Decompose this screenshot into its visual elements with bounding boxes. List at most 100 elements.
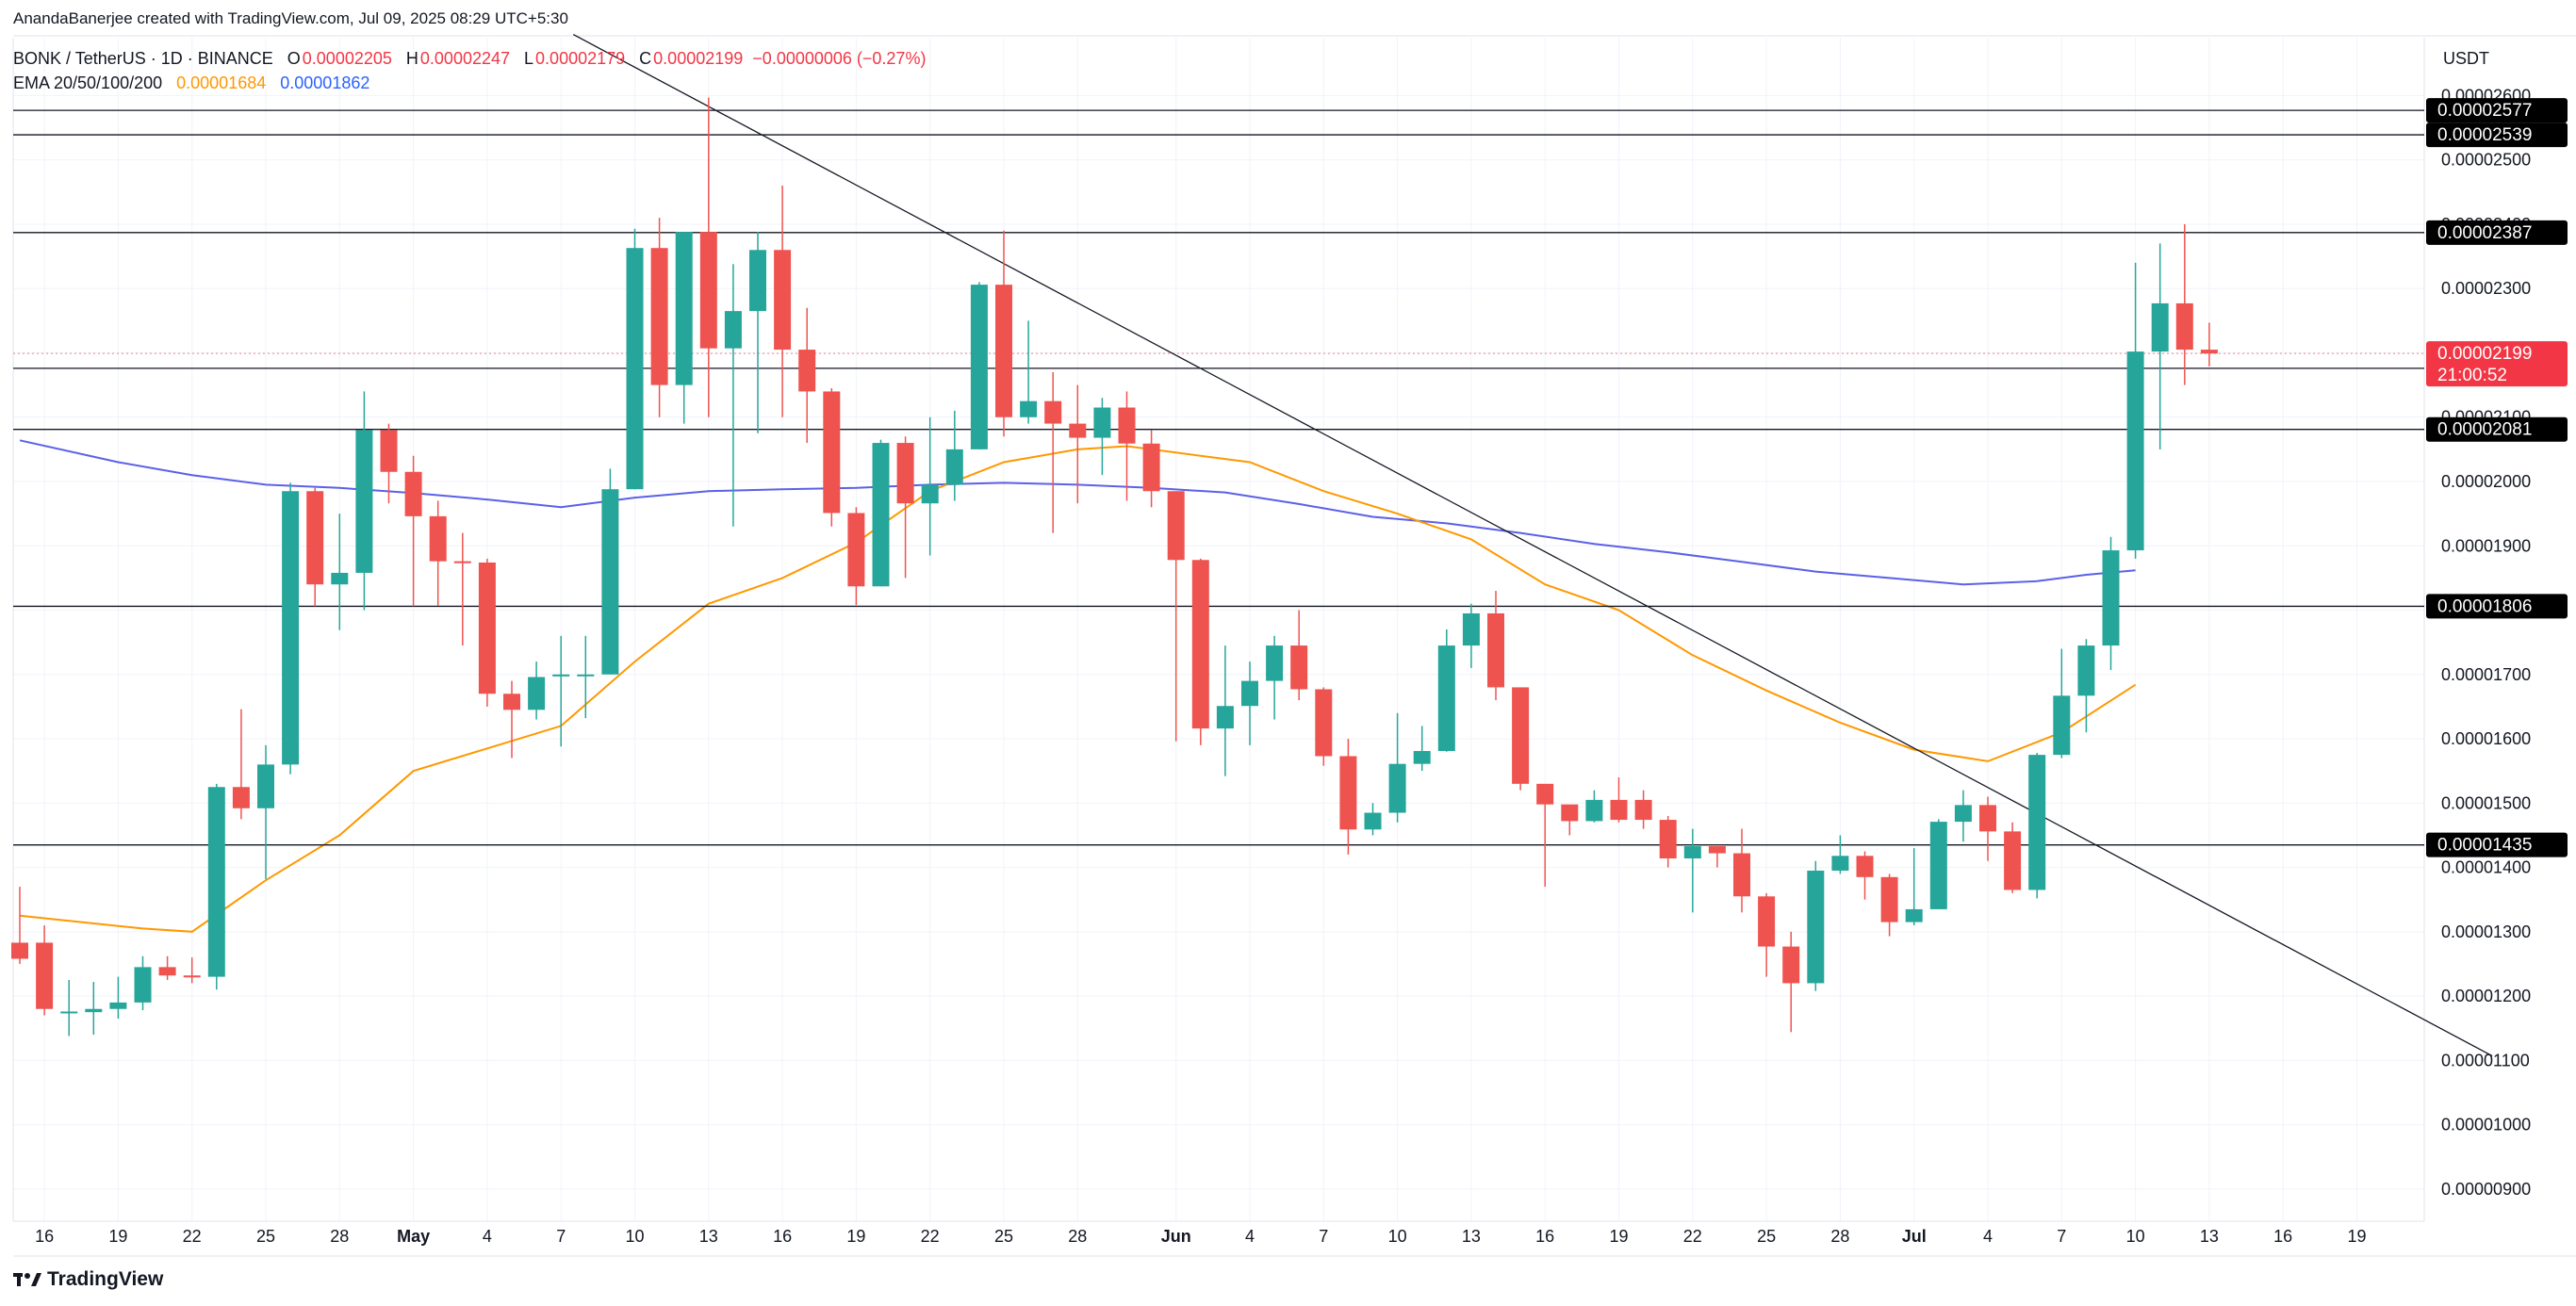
level-price-tag-text: 0.00002539 [2437,125,2532,145]
time-tick-label: 28 [330,1227,349,1246]
candle-body [134,967,152,1003]
candle-body [158,967,176,976]
candle-body [1487,612,1504,688]
candle-body [601,489,619,675]
level-price-tag-bg [2426,832,2568,857]
time-tick-label: 22 [921,1227,940,1246]
trend-line [572,34,2493,1057]
candle-body [1339,756,1357,830]
candle-body [1093,407,1111,438]
candle-body [921,484,939,504]
time-tick-label: 22 [1683,1227,1702,1246]
level-price-tag: 0.00002081 [2426,416,2568,442]
ema-label[interactable]: EMA 20/50/100/200 [13,73,163,92]
price-tick-label: 0.00001700 [2441,665,2531,684]
price-tick-label: 0.00002000 [2441,472,2531,491]
candle-body [1216,706,1234,729]
candle-body [36,942,54,1009]
candle-body [699,232,717,349]
candle-body [2126,351,2144,551]
time-tick-label: 25 [994,1227,1013,1246]
currency-label[interactable]: USDT [2443,49,2489,68]
time-tick-label: 13 [2200,1227,2219,1246]
level-price-tag: 0.00002539 [2426,122,2568,148]
candle-body [331,572,349,585]
time-tick-label: 16 [773,1227,792,1246]
candle-body [257,764,274,808]
low-value: 0.00002179 [535,49,626,68]
time-tick-label: 7 [2057,1227,2066,1246]
candle-body [1979,805,1996,832]
candle-body [650,248,668,385]
level-price-tag: 0.00002577 [2426,98,2568,123]
candle-body [1561,804,1579,822]
open-label: O [287,49,301,68]
time-tick-label: 25 [1757,1227,1776,1246]
symbol-name[interactable]: BONK / TetherUS · 1D · BINANCE [13,49,273,68]
time-tick-label: Jul [1902,1227,1927,1246]
bar-countdown: 21:00:52 [2437,366,2507,385]
ema-value-slow: 0.00001862 [280,73,370,92]
time-tick-label: Jun [1161,1227,1191,1246]
time-tick-label: 19 [846,1227,865,1246]
price-tick-label: 0.00002300 [2441,279,2531,298]
candle-body [1044,400,1062,424]
candle-body [183,975,201,978]
candle-body [478,563,496,694]
level-price-tag-bg [2426,122,2568,148]
candle-body [945,449,963,485]
price-tick-label: 0.00001100 [2441,1051,2530,1069]
candle-body [1388,763,1406,813]
candle-body [1290,645,1308,690]
candle-body [823,391,841,514]
time-tick-label: 7 [1319,1227,1328,1246]
candle-body [1167,491,1185,561]
candle-body [1437,645,1455,752]
candle-body [1118,407,1136,444]
candle-body [1266,645,1284,681]
time-tick-label: 16 [1535,1227,1554,1246]
candle-body [847,513,865,587]
candle-body [109,1002,127,1009]
candle-body [1831,856,1849,871]
time-tick-label: 4 [483,1227,492,1246]
candle-body [429,515,447,562]
tradingview-logo-icon [13,1273,41,1286]
candle-body [306,491,324,585]
level-price-tag-text: 0.00002577 [2437,101,2532,121]
time-tick-label: 4 [1983,1227,1993,1246]
price-tick-label: 0.00002500 [2441,151,2531,170]
candle-body [1782,946,1800,984]
tradingview-logo[interactable]: TradingView [13,1268,163,1291]
ema-value-fast: 0.00001684 [176,73,267,92]
candle-body [872,443,890,587]
candle-body [380,430,398,472]
level-price-tag-bg [2426,594,2568,619]
time-tick-label: 16 [2273,1227,2292,1246]
change-value: −0.00000006 (−0.27%) [752,49,927,68]
time-tick-label: 10 [2126,1227,2145,1246]
level-price-tag-bg [2426,98,2568,123]
candles [11,97,2218,1037]
time-tick-label: 19 [2347,1227,2366,1246]
time-tick-label: 19 [1609,1227,1628,1246]
candle-body [1364,812,1382,830]
time-tick-label: 22 [183,1227,202,1246]
candle-body [774,250,792,351]
candle-body [1585,799,1603,822]
level-price-tag: 0.00001806 [2426,594,2568,619]
candle-body [2028,755,2046,890]
candle-body [1683,846,1701,859]
candle-body [453,561,471,563]
level-price-tag-text: 0.00001806 [2437,596,2532,616]
candle-body [355,430,373,573]
price-tick-label: 0.00000900 [2441,1180,2531,1199]
candle-body [1807,870,1825,984]
candle-body [2102,550,2120,646]
candle-body [207,787,225,977]
time-tick-label: 10 [1388,1227,1407,1246]
candle-body [626,248,644,490]
level-price-tag-bg [2426,220,2568,245]
candle-body [970,285,988,449]
